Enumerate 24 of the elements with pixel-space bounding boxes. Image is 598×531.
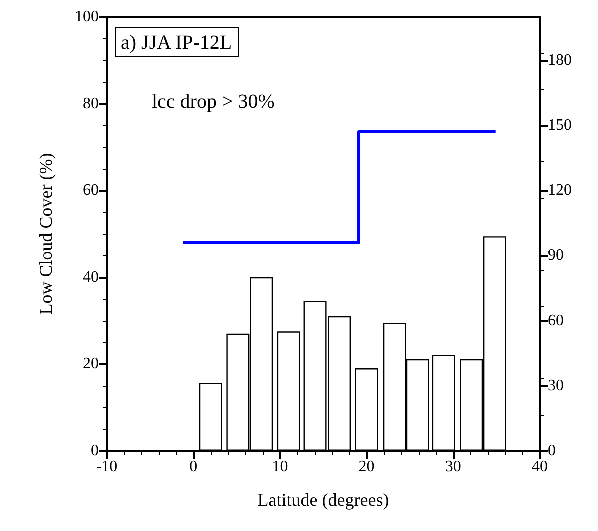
x-tick-label: 30 bbox=[445, 458, 462, 476]
x-tick-label: -10 bbox=[96, 458, 118, 476]
x-tick-label: 20 bbox=[358, 458, 375, 476]
annotation: a) JJA IP-12L bbox=[121, 32, 232, 54]
annotation: lcc drop > 30% bbox=[152, 91, 275, 113]
y2-tick-label: 60 bbox=[548, 312, 564, 330]
y2-tick-label: 150 bbox=[548, 117, 572, 134]
bar bbox=[199, 383, 222, 451]
y2-tick-label: 90 bbox=[548, 247, 564, 264]
x-tick-label: 10 bbox=[272, 458, 288, 476]
y2-tick-label: 30 bbox=[548, 377, 564, 394]
y-tick-label: 20 bbox=[83, 356, 99, 373]
y-tick-label: 100 bbox=[75, 8, 99, 26]
y2-tick-label: 120 bbox=[548, 182, 572, 200]
y-axis-title: Low Cloud Cover (%) bbox=[36, 153, 56, 315]
x-tick-label: 0 bbox=[190, 458, 198, 476]
y2-tick-label: 0 bbox=[548, 442, 556, 460]
y-tick-label: 80 bbox=[83, 95, 99, 112]
y-tick-label: 40 bbox=[83, 268, 99, 286]
y-tick-label: 60 bbox=[83, 182, 99, 200]
y-tick-label: 0 bbox=[91, 442, 99, 460]
y2-tick-label: 180 bbox=[548, 52, 572, 69]
x-axis-title: Latitude (degrees) bbox=[258, 490, 390, 510]
x-tick-label: 40 bbox=[532, 458, 548, 476]
